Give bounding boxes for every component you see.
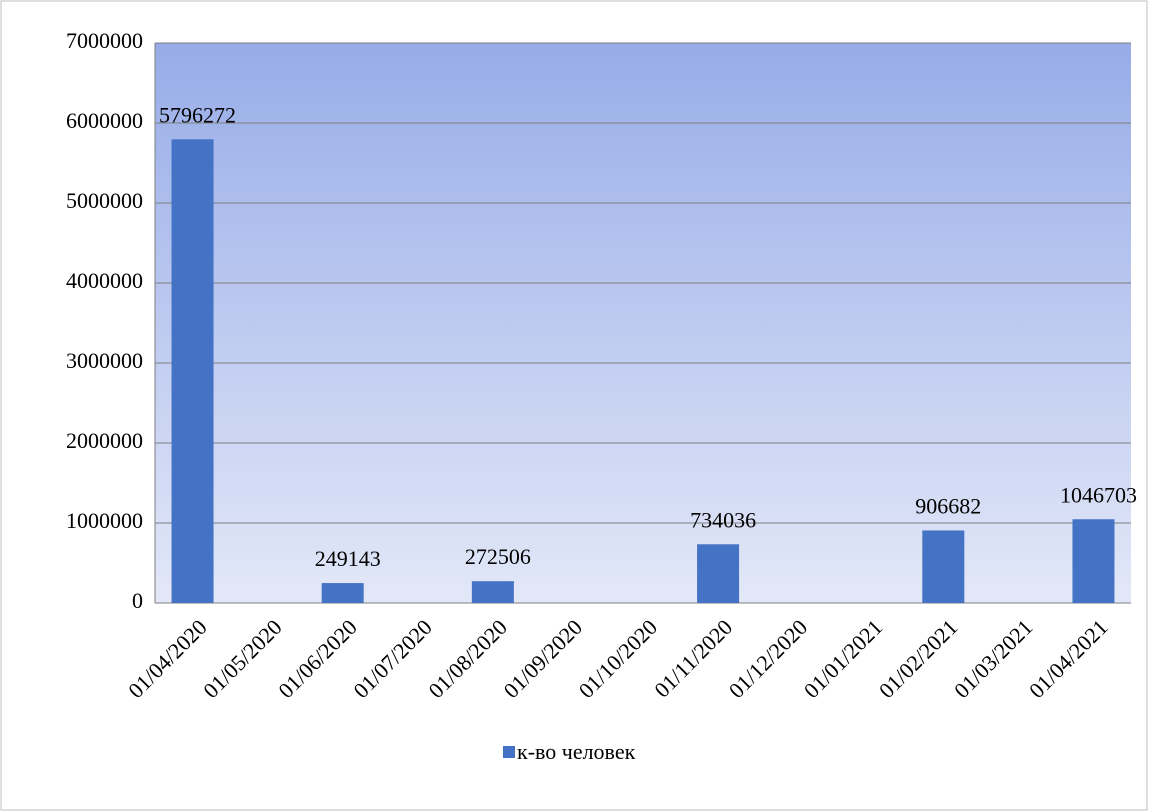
bar <box>171 139 214 604</box>
y-tick-label: 4000000 <box>66 268 143 293</box>
data-label: 1046703 <box>1060 482 1137 507</box>
bar <box>697 544 740 603</box>
y-tick-label: 2000000 <box>66 428 143 453</box>
y-tick-label: 3000000 <box>66 348 143 373</box>
y-tick-label: 6000000 <box>66 108 143 133</box>
y-tick-label: 1000000 <box>66 508 143 533</box>
y-tick-label: 7000000 <box>66 28 143 53</box>
data-label: 272506 <box>465 544 531 569</box>
bar <box>321 583 364 603</box>
y-tick-label: 5000000 <box>66 188 143 213</box>
bar <box>471 581 514 603</box>
legend-swatch <box>503 746 515 758</box>
y-tick-label: 0 <box>132 588 143 613</box>
bar <box>1072 519 1115 603</box>
bar <box>922 530 965 603</box>
legend-label: к-во человек <box>517 739 636 764</box>
data-label: 734036 <box>690 507 756 532</box>
data-label: 249143 <box>315 546 381 571</box>
data-label: 5796272 <box>159 102 236 127</box>
data-label: 906682 <box>915 494 981 519</box>
plot-area <box>155 43 1131 603</box>
